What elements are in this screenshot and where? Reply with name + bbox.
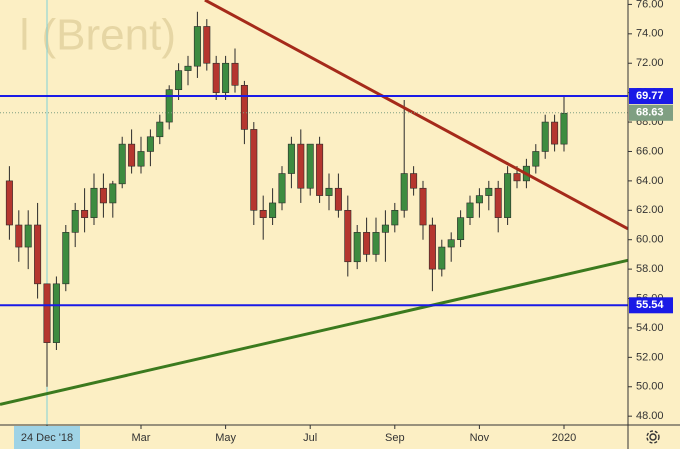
settings-icon[interactable] bbox=[646, 430, 660, 444]
candle-body bbox=[541, 121, 549, 152]
candle-body bbox=[259, 209, 267, 218]
candle-body bbox=[137, 151, 145, 167]
y-tick-label: 72.00 bbox=[636, 57, 664, 69]
candle-body bbox=[363, 232, 371, 255]
candle-body bbox=[15, 224, 23, 248]
candle-body bbox=[222, 62, 230, 93]
level-label-box bbox=[629, 297, 673, 314]
candle-body bbox=[306, 143, 314, 189]
x-tick-label: Mar bbox=[132, 432, 151, 444]
gear-teeth bbox=[646, 430, 660, 444]
y-tick-label: 60.00 bbox=[636, 234, 664, 246]
candle-body bbox=[90, 187, 98, 218]
trend-line bbox=[204, 0, 629, 231]
last-price-label: 68.63 bbox=[636, 107, 664, 119]
candle-body bbox=[287, 143, 295, 174]
y-tick-label: 64.00 bbox=[636, 175, 664, 187]
x-tick-label: May bbox=[215, 432, 236, 444]
candle-body bbox=[193, 26, 201, 67]
x-tick-label: 24 Dec '18 bbox=[21, 432, 73, 444]
candle-body bbox=[475, 195, 483, 204]
candle-body bbox=[34, 224, 42, 285]
last-price-box bbox=[629, 104, 673, 121]
candle-body bbox=[175, 70, 183, 91]
candle-body bbox=[5, 180, 13, 226]
candle-body bbox=[43, 283, 51, 343]
candle-body bbox=[118, 143, 126, 185]
candle-body bbox=[419, 187, 427, 226]
candle-body bbox=[99, 187, 107, 204]
candle-body bbox=[184, 65, 192, 71]
candle-body bbox=[231, 62, 239, 86]
trend-line bbox=[0, 258, 629, 406]
candle-body bbox=[71, 209, 79, 233]
y-tick-label: 54.00 bbox=[636, 322, 664, 334]
candle-body bbox=[494, 187, 502, 218]
y-tick-label: 66.00 bbox=[636, 145, 664, 157]
candle-body bbox=[532, 151, 540, 167]
watermark: l (Brent) bbox=[20, 11, 176, 60]
candle-body bbox=[240, 84, 248, 130]
candle-body bbox=[250, 129, 258, 211]
level-label: 69.77 bbox=[636, 90, 664, 102]
candle-body bbox=[297, 143, 305, 189]
y-tick-label: 48.00 bbox=[636, 410, 664, 422]
candle-body bbox=[400, 173, 408, 211]
candle-body bbox=[146, 136, 154, 152]
candle-body bbox=[316, 143, 324, 196]
level-label: 55.54 bbox=[636, 299, 664, 311]
candle-body bbox=[457, 217, 465, 241]
x-tick-label: Jul bbox=[303, 432, 317, 444]
candle-body bbox=[278, 173, 286, 204]
candle-body bbox=[165, 89, 173, 123]
candle-body bbox=[504, 173, 512, 218]
candle-body bbox=[156, 121, 164, 138]
candle-body bbox=[410, 173, 418, 189]
y-tick-label: 76.00 bbox=[636, 0, 664, 10]
candle-body bbox=[447, 239, 455, 248]
candle-body bbox=[128, 143, 136, 167]
plot-area bbox=[0, 0, 629, 425]
level-label-box bbox=[629, 88, 673, 105]
candle-body bbox=[109, 183, 117, 204]
candle-body bbox=[560, 112, 568, 145]
candle-body bbox=[344, 209, 352, 263]
x-tick-label: Nov bbox=[470, 432, 490, 444]
candle-body bbox=[212, 62, 220, 93]
candle-body bbox=[269, 202, 277, 218]
candle-body bbox=[52, 283, 60, 343]
y-tick-label: 74.00 bbox=[636, 28, 664, 40]
x-tick-label: 2020 bbox=[552, 432, 576, 444]
y-tick-label: 52.00 bbox=[636, 351, 664, 363]
candle-body bbox=[381, 224, 389, 233]
candle-body bbox=[334, 187, 342, 211]
candle-body bbox=[203, 26, 211, 64]
candle-body bbox=[485, 187, 493, 196]
candle-body bbox=[353, 232, 361, 263]
y-tick-label: 62.00 bbox=[636, 204, 664, 216]
candle-body bbox=[466, 202, 474, 218]
y-tick-label: 50.00 bbox=[636, 381, 664, 393]
x-tick-highlight bbox=[14, 426, 80, 449]
candle-body bbox=[513, 173, 521, 182]
candle-body bbox=[372, 232, 380, 255]
candle-body bbox=[62, 232, 70, 285]
x-tick-label: Sep bbox=[385, 432, 405, 444]
candle-body bbox=[428, 224, 436, 270]
candle-body bbox=[438, 246, 446, 270]
candle-body bbox=[24, 224, 32, 248]
candle-body bbox=[325, 187, 333, 196]
candle-body bbox=[391, 209, 399, 226]
candle-body bbox=[551, 121, 559, 145]
gear-center bbox=[649, 433, 657, 441]
candle-body bbox=[81, 209, 89, 218]
y-tick-label: 58.00 bbox=[636, 263, 664, 275]
